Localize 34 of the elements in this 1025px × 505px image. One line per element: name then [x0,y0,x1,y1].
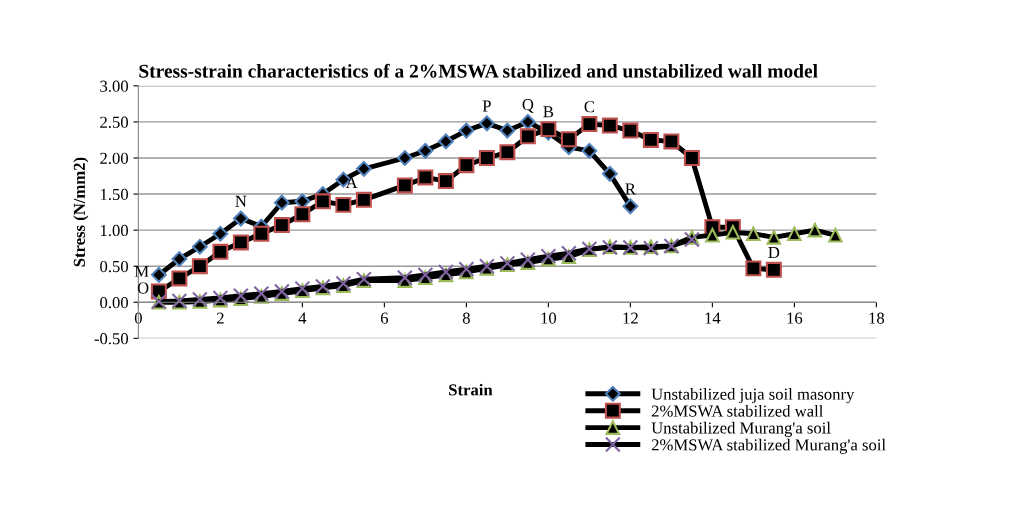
annotation: P [482,100,491,112]
legend-label: Unstabilized Murang'a soil [651,421,831,438]
x-tick-label: 4 [298,312,307,324]
x-tick-label: 8 [462,312,470,324]
y-tick-label: 3.00 [100,80,129,92]
y-tick-label: -0.50 [94,333,129,345]
y-tick-label: 2.50 [100,116,129,128]
y-tick-label: 0.50 [100,260,129,273]
x-tick-label: 12 [623,312,638,324]
x-tick-label: 14 [705,312,721,324]
x-tick-label: 18 [869,312,885,324]
annotation: R [625,183,636,195]
annotation: M [134,265,149,277]
x-tick-label: 0 [134,312,142,324]
annotation: C [584,101,595,113]
legend-label: Unstabilized juja soil masonry [651,388,855,404]
annotation: N [235,195,247,207]
y-tick-label: 1.00 [100,224,129,237]
x-tick-label: 6 [380,312,389,324]
annotation: B [543,106,554,118]
annotation: D [768,247,780,258]
x-tick-label: 16 [787,312,803,324]
y-tick-label: 2.00 [100,152,129,165]
y-tick-label: 0.00 [100,296,129,309]
x-axis-title: Strain [449,383,493,396]
legend-label: 2%MSWA stabilized Murang'a soil [651,438,886,454]
legend-label: 2%MSWA stabilized wall [651,404,824,417]
x-tick-label: 2 [216,312,224,324]
y-tick-label: 1.50 [100,188,129,201]
chart-title: Stress-strain characteristics of a 2%MSWA stabilized and unstabilized wall model [139,63,818,78]
x-tick-label: 10 [541,312,557,324]
annotation: Q [522,99,534,113]
y-axis-title: Stress (N/mm2) [73,157,89,267]
annotation: O [137,282,149,294]
